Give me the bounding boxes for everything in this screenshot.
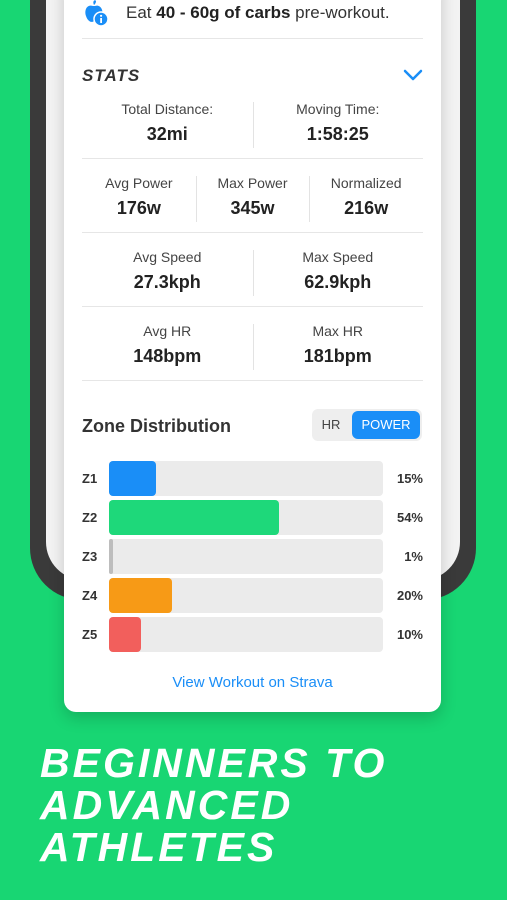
headline-line: ADVANCED xyxy=(40,782,294,828)
zone-bar-track xyxy=(109,500,383,535)
zone-percent: 10% xyxy=(396,627,423,642)
view-on-strava-link[interactable]: View Workout on Strava xyxy=(172,674,333,691)
zone-label: Z4 xyxy=(82,588,98,603)
headline-line: ATHLETES xyxy=(40,824,278,870)
zone-row: Z2 54% xyxy=(82,500,423,535)
zone-bar-fill xyxy=(109,500,279,535)
divider xyxy=(82,306,423,307)
chevron-down-icon[interactable] xyxy=(402,67,424,83)
stat-moving-time: Moving Time: 1:58:25 xyxy=(252,100,424,148)
stats-title: STATS xyxy=(82,66,141,85)
toggle-hr-button[interactable]: HR xyxy=(321,417,341,432)
stat-avg-speed: Avg Speed 27.3kph xyxy=(133,249,202,292)
stat-max-hr: Max HR 181bpm xyxy=(252,322,424,370)
divider xyxy=(82,38,423,39)
stats-row-power: Avg Power 176w Max Power 345w Normalized… xyxy=(82,174,423,222)
stat-normalized-power: Normalized 216w xyxy=(309,174,423,222)
zone-label: Z5 xyxy=(82,627,98,642)
zone-row: Z3 1% xyxy=(82,539,423,574)
zone-label: Z3 xyxy=(82,549,98,564)
stat-max-power: Max Power 345w xyxy=(195,174,310,222)
carb-tip: Eat 40 - 60g of carbs pre-workout. xyxy=(82,0,390,27)
toggle-power-button[interactable]: POWER xyxy=(352,411,420,439)
zone-bar-track xyxy=(109,617,383,652)
stat-total-distance: Total Distance: 32mi xyxy=(121,101,214,144)
zone-label: Z1 xyxy=(82,471,98,486)
zone-bar-track xyxy=(109,539,383,574)
headline-line: BEGINNERS TO xyxy=(40,740,388,786)
zone-percent: 54% xyxy=(396,510,423,525)
zone-percent: 20% xyxy=(396,588,423,603)
zone-bar-fill xyxy=(109,461,156,496)
hr-power-toggle: HR POWER xyxy=(312,409,422,441)
zone-distribution-title: Zone Distribution xyxy=(82,416,231,436)
stats-row-speed: Avg Speed 27.3kph Max Speed 62.9kph xyxy=(82,248,424,296)
zone-bar-fill xyxy=(109,578,172,613)
carb-tip-text: Eat 40 - 60g of carbs pre-workout. xyxy=(126,3,390,22)
zone-percent: 1% xyxy=(404,549,423,564)
zone-row: Z4 20% xyxy=(82,578,423,613)
zone-bar-fill xyxy=(109,617,141,652)
zone-bar-fill xyxy=(109,539,113,574)
divider xyxy=(82,380,423,381)
zone-row: Z5 10% xyxy=(82,617,423,652)
zone-bar-track xyxy=(109,461,383,496)
promo-headline: BEGINNERS TO ADVANCED ATHLETES xyxy=(40,742,387,868)
stat-max-speed: Max Speed 62.9kph xyxy=(252,248,424,296)
zone-label: Z2 xyxy=(82,510,98,525)
divider xyxy=(82,158,423,159)
stats-row-distance: Total Distance: 32mi Moving Time: 1:58:2… xyxy=(82,100,424,148)
divider xyxy=(82,232,423,233)
zone-row: Z1 15% xyxy=(82,461,423,496)
stat-avg-hr: Avg HR 148bpm xyxy=(133,323,202,366)
stats-row-hr: Avg HR 148bpm Max HR 181bpm xyxy=(82,322,424,370)
apple-info-icon xyxy=(82,0,109,27)
zone-percent: 15% xyxy=(396,471,423,486)
stat-avg-power: Avg Power 176w xyxy=(105,175,173,218)
zone-bar-track xyxy=(109,578,383,613)
